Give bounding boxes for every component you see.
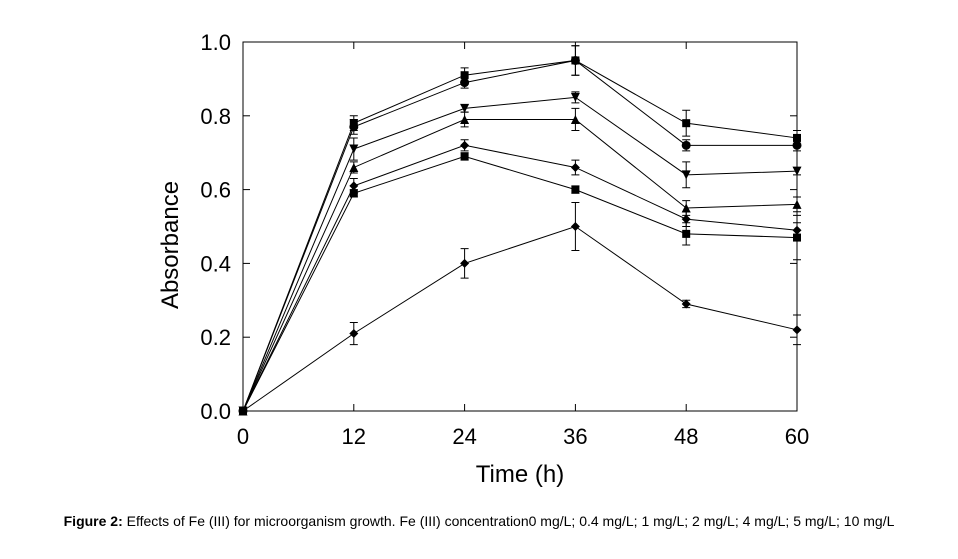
marker	[570, 92, 580, 102]
series-line	[242, 155, 798, 412]
marker	[349, 329, 359, 339]
series-line	[242, 96, 798, 412]
marker	[793, 133, 801, 142]
marker	[682, 229, 691, 238]
marker	[570, 114, 580, 124]
y-axis-label: Absorbance	[157, 181, 184, 309]
marker	[349, 144, 359, 154]
marker	[349, 119, 358, 128]
marker	[681, 299, 691, 309]
plot-frame	[242, 41, 798, 412]
marker	[792, 325, 802, 335]
marker	[681, 203, 691, 213]
series-line	[242, 59, 798, 412]
marker	[792, 225, 802, 235]
series-line	[242, 225, 798, 412]
y-tick-label: 0.4	[200, 251, 231, 276]
marker	[570, 162, 580, 172]
y-tick-label: 0.6	[200, 178, 231, 203]
caption: Figure 2: Effects of Fe (III) for microo…	[10, 512, 948, 531]
x-axis-label: Time (h)	[476, 461, 564, 488]
marker	[682, 119, 691, 128]
marker	[460, 103, 470, 113]
series-line	[242, 144, 798, 412]
series-line	[242, 59, 797, 412]
x-tick-label: 48	[674, 424, 698, 449]
caption-text: Effects of Fe (III) for microorganism gr…	[126, 513, 895, 529]
x-tick-label: 36	[563, 424, 587, 449]
y-tick-label: 1.0	[200, 30, 231, 55]
marker	[460, 140, 470, 150]
marker	[681, 214, 691, 224]
chart: Time (h) Absorbance 0.0 0.2 0.4 0.6 0.8 1.0 0 1…	[157, 30, 809, 488]
caption-label: Figure 2:	[63, 513, 123, 529]
series-line	[242, 118, 798, 412]
x-tick-label: 12	[342, 424, 366, 449]
x-tick-label: 0	[237, 424, 249, 449]
marker	[460, 258, 470, 268]
marker	[349, 181, 359, 191]
marker	[571, 56, 580, 65]
y-tick-label: 0.8	[200, 104, 231, 129]
marker	[570, 222, 580, 231]
marker	[792, 199, 802, 209]
marker	[460, 152, 469, 161]
marker	[681, 170, 691, 180]
marker	[239, 407, 247, 415]
marker	[571, 185, 580, 194]
marker	[460, 114, 470, 124]
marker	[349, 162, 359, 172]
marker	[792, 166, 802, 176]
x-tick-label: 60	[785, 424, 809, 449]
marker	[460, 71, 469, 80]
x-tick-label: 24	[452, 424, 476, 449]
y-tick-label: 0.2	[200, 325, 231, 350]
y-tick-label: 0.0	[200, 399, 231, 424]
marker	[681, 140, 691, 150]
